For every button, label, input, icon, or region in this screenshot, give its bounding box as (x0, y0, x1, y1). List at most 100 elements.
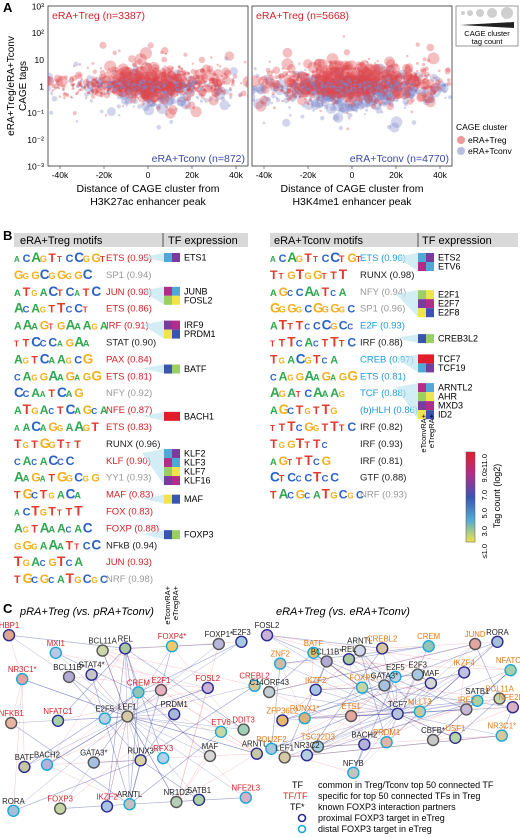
motif-logo-letter: T (279, 338, 286, 350)
network-node-circle (506, 701, 519, 714)
motif-logo-letter: T (322, 285, 330, 299)
treg-motif-1: G G G CG G G G C SP1 (0.94) (14, 267, 151, 282)
motif-logo-letter: G (57, 321, 65, 333)
motif-logo-letter: C (347, 420, 356, 434)
network-node: FOSL2 (195, 674, 220, 695)
motif-logo-letter: C (23, 388, 30, 399)
network-node-label: MLLT3 (408, 698, 432, 707)
tconv-motif-label: NRF (0.93) (360, 490, 407, 501)
network-node-label: ETS1 (341, 702, 361, 711)
motif-logo-letter: T (66, 441, 71, 450)
motif-logo-letter: A (14, 424, 20, 433)
motif-logo-letter: A (14, 470, 24, 485)
network-node-circle (493, 692, 506, 705)
motif-logo-letter: A (23, 422, 31, 434)
network-node-label: IKZF4 (454, 658, 476, 667)
network-node-label: ARNTL (117, 790, 143, 799)
tconv-motif-5: T T T C A C T T T C IRF (0.88) (270, 335, 403, 350)
motif-logo-letter: A (31, 386, 40, 400)
motif-logo-letter: G (279, 356, 285, 365)
motif-logo-letter: G (83, 371, 91, 383)
motif-logo-letter: C (339, 319, 348, 333)
network-node-circle (274, 657, 287, 670)
network-node-label: BCL11B* (53, 663, 85, 672)
network-node-circle (309, 683, 322, 696)
motif-logo-letter: T (23, 402, 32, 417)
motif-logo-letter: G (287, 439, 295, 451)
motif-logo-letter: G (31, 471, 40, 485)
motif-logo-letter: T (83, 306, 88, 315)
motif-logo-letter: G (48, 557, 56, 569)
network-node-circle (422, 640, 435, 653)
tconv-tf-name: TCF7 (438, 354, 461, 364)
network-node-label: BACH2 (34, 751, 60, 760)
motif-logo-letter: A (66, 422, 74, 434)
network-node-label: REL (118, 634, 134, 643)
motif-logo-letter: G (347, 492, 353, 501)
panel-c-left-title: pRA+Treg (vs. pRA+Tconv) (19, 606, 154, 618)
motif-logo-letter: G (23, 441, 29, 450)
motif-logo-letter: T (270, 340, 275, 349)
network-node-circle (413, 705, 427, 718)
motif-logo-letter: T (57, 287, 63, 298)
color-legend-title: CAGE cluster (456, 122, 508, 132)
network-node-circle (307, 646, 320, 659)
treg-tf-name: KLF16 (184, 476, 211, 486)
motif-logo-letter: A (23, 454, 32, 468)
tconv-tf-name: AHR (438, 392, 458, 402)
motif-logo-letter: A (83, 319, 92, 333)
motif-logo-letter: T (330, 335, 339, 350)
motif-logo-letter: C (287, 405, 294, 416)
tconv-heat-cell (426, 383, 434, 393)
motif-logo-letter: C (66, 285, 75, 299)
tconv-heat-cell (418, 253, 426, 262)
motif-logo-letter: C (296, 287, 304, 299)
motif-logo-letter: C (347, 336, 356, 350)
network-node-label: NFATC1 (496, 656, 520, 665)
tconv-heat-cell (418, 262, 426, 271)
network-node-circle (212, 637, 226, 651)
motif-logo-letter: T (74, 504, 83, 519)
tconv-motif-12: A G T T T C G IRF (0.81) (270, 453, 403, 468)
motif-logo-letter: A (40, 390, 46, 399)
network-node: NFKB1 (0, 709, 24, 730)
motif-logo-letter: T (57, 405, 64, 417)
motif-logo-letter: C (14, 456, 21, 467)
treg-tf-name: IRF9 (184, 320, 204, 330)
treg-heat-cell (164, 411, 172, 421)
network-node-circle (378, 679, 391, 692)
network-node-circle (300, 749, 314, 762)
network-node-label: RUNX1* (290, 704, 319, 713)
network-node-label: TSC22D3 (301, 733, 335, 742)
network-node-circle (460, 703, 473, 716)
motif-logo-letter: T (287, 458, 292, 467)
treg-motif-8: CC A A T CA G NFY (0.92) (14, 385, 152, 400)
network-node-label: GATA3* (371, 671, 398, 680)
motif-logo-letter: C (304, 473, 312, 485)
motif-logo-letter: C (14, 371, 21, 382)
tconv-heat-cell (418, 290, 426, 300)
legend-distal-icon (297, 824, 307, 834)
treg-heat-cell (164, 286, 172, 296)
motif-logo-letter: G (40, 572, 49, 586)
network-node-circle (203, 749, 217, 763)
motif-logo-letter: C (347, 304, 355, 316)
motif-logo-letter: A (330, 373, 336, 382)
network-node-label: NR3C2 (294, 741, 320, 750)
motif-logo-letter: C (48, 407, 54, 416)
motif-logo-letter: C (304, 388, 312, 400)
panel-a-ytick: 10² (32, 28, 44, 38)
color-legend-tconv: eRA+Tconv (468, 146, 512, 156)
network-node: E2F3 (232, 628, 251, 648)
treg-motif-12: C A C A CC C KLF (0.90) (14, 453, 151, 468)
network-node: STAT4* (79, 661, 105, 681)
panel-a-ytick: 1 (39, 82, 44, 92)
motif-logo-letter: C (48, 284, 58, 299)
motif-logo-letter: A (313, 287, 320, 298)
network-node-circle (276, 714, 289, 727)
motif-logo-letter: T (14, 554, 23, 569)
motif-logo-letter: C (279, 253, 287, 265)
motif-logo-letter: A (304, 284, 314, 299)
motif-logo-letter: G (23, 487, 34, 502)
motif-logo-letter: C (31, 574, 38, 585)
